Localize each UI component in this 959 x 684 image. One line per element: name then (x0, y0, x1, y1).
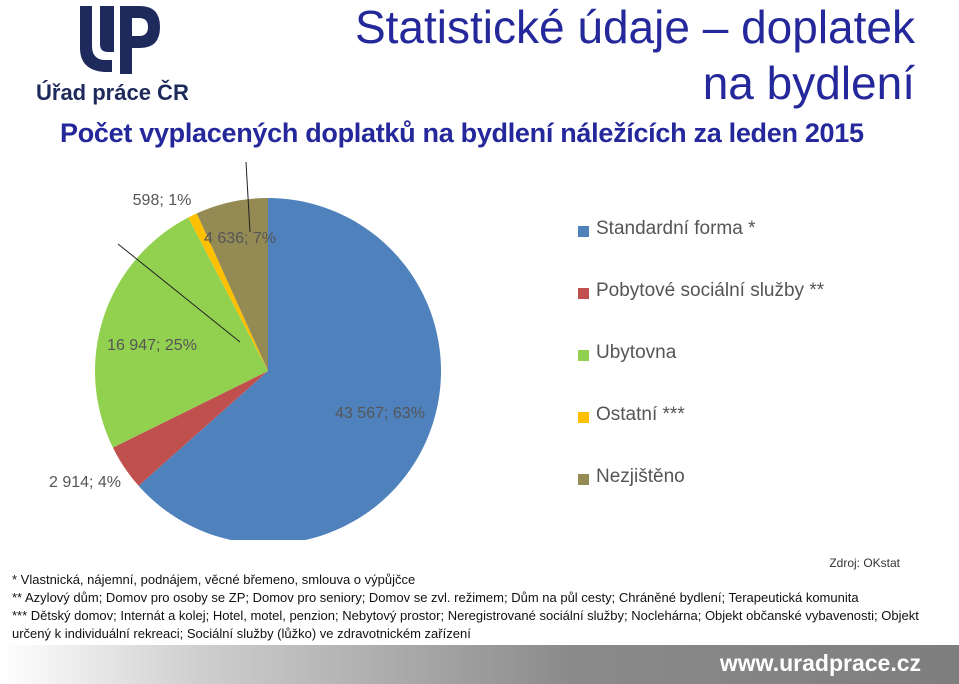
legend-swatch (578, 412, 589, 423)
legend-label: Pobytové sociální služby ** (596, 280, 825, 301)
pie-slice (196, 198, 268, 371)
page-title-line1: Statistické údaje – doplatek (354, 1, 915, 53)
legend-swatch (578, 226, 589, 237)
chart-subtitle: Počet vyplacených doplatků na bydlení ná… (60, 118, 864, 148)
footnote-2: ** Azylový dům; Domov pro osoby se ZP; D… (12, 590, 859, 605)
leader-line (117, 243, 241, 343)
logo: Úřad práce ČR (30, 4, 205, 108)
leader-line (245, 161, 251, 233)
data-label: 16 947; 25% (107, 337, 197, 354)
pie-slice (112, 371, 269, 486)
logo-text: Úřad práce ČR (36, 80, 189, 105)
footer-url-link[interactable]: www.uradprace.cz (719, 650, 921, 676)
legend-swatch (578, 288, 589, 299)
pie-slice (188, 213, 268, 371)
footnotes: * Vlastnická, nájemní, podnájem, věcné b… (12, 571, 957, 643)
legend-swatch (578, 474, 589, 485)
footnote-3: *** Dětský domov; Internát a kolej; Hote… (12, 608, 919, 641)
data-label: 2 914; 4% (49, 474, 121, 491)
logo-mark-icon (80, 6, 160, 74)
legend-label: Standardní forma * (596, 218, 756, 239)
page-title-line2: na bydlení (702, 57, 915, 109)
legend-label: Nezjištěno (596, 466, 685, 487)
footer-bar: www.uradprace.cz (0, 645, 959, 684)
data-label: 4 636; 7% (204, 230, 276, 247)
pie-slice (95, 217, 268, 448)
source-note: Zdroj: OKstat (829, 556, 900, 570)
data-label: 598; 1% (133, 192, 192, 209)
legend-label: Ostatní *** (596, 404, 685, 425)
legend-swatch (578, 350, 589, 361)
legend-label: Ubytovna (596, 342, 677, 363)
pie-slice (138, 198, 441, 540)
data-label: 43 567; 63% (335, 405, 425, 422)
footnote-1: * Vlastnická, nájemní, podnájem, věcné b… (12, 572, 416, 587)
pie-chart: 43 567; 63% 2 914; 4% 16 947; 25% 598; 1% 4 … (49, 161, 441, 540)
